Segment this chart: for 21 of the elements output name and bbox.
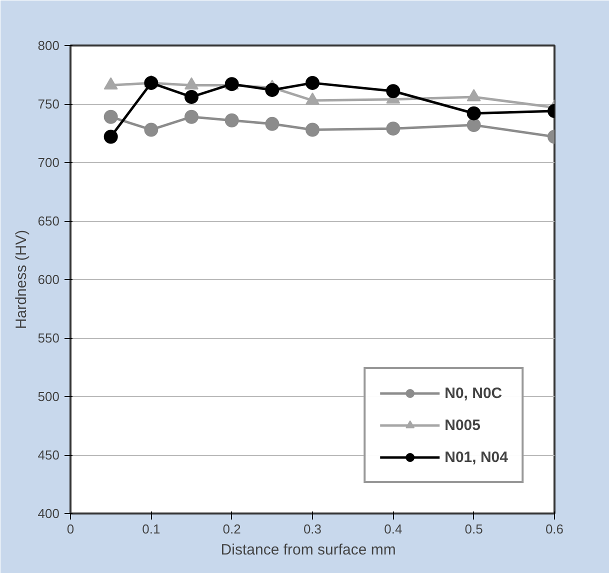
x-tick-label: 0.1 <box>142 522 160 536</box>
x-tick-label: 0.6 <box>545 522 564 536</box>
y-tick-label: 400 <box>38 506 60 521</box>
y-tick-label: 700 <box>38 155 60 170</box>
y-tick-label: 500 <box>38 389 60 404</box>
y-tick-label: 800 <box>38 38 60 53</box>
legend-label: N005 <box>444 416 480 434</box>
y-tick-label: 650 <box>38 214 60 228</box>
x-axis-title: Distance from surface mm <box>220 542 396 558</box>
x-tick-label: 0.3 <box>303 522 322 536</box>
y-tick-label: 600 <box>38 272 60 287</box>
legend-label: N01, N04 <box>444 448 508 466</box>
x-tick-label: 0.5 <box>464 522 483 536</box>
legend-label: N0, N0C <box>444 384 502 402</box>
y-tick-label: 550 <box>38 330 60 346</box>
y-tick-label: 450 <box>38 448 60 462</box>
x-tick-label: 0.2 <box>222 522 241 536</box>
y-axis-title: Hardness (HV) <box>12 230 30 330</box>
x-tick-label: 0 <box>66 522 74 536</box>
y-tick-label: 750 <box>38 96 60 112</box>
x-tick-label: 0.4 <box>384 522 402 536</box>
